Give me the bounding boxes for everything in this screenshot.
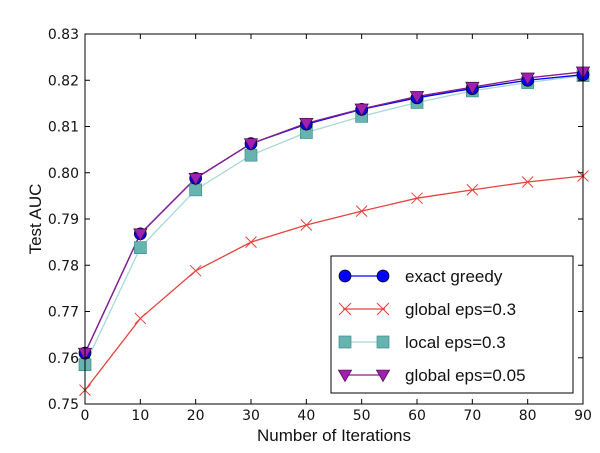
y-tick-label: 0.78	[48, 258, 79, 274]
series-3-point-4	[299, 117, 314, 131]
series-3-point-6	[409, 91, 425, 104]
y-tick-label: 0.77	[48, 305, 79, 321]
series-1-point-7	[466, 184, 479, 196]
y-tick-label: 0.75	[48, 397, 79, 413]
series-2-point-3	[244, 148, 258, 162]
x-axis-title: Number of Iterations	[257, 426, 411, 445]
series-1-point-4	[300, 219, 313, 231]
legend-label: local eps=0.3	[405, 333, 506, 352]
series-1-point-6	[411, 192, 423, 205]
legend-label: global eps=0.3	[405, 300, 516, 319]
legend-marker-2-b	[376, 335, 390, 349]
series-line-3	[84, 71, 584, 354]
series-1-point-1	[134, 312, 147, 325]
x-tick-label: 20	[187, 408, 205, 424]
y-tick-label: 0.76	[48, 351, 79, 367]
x-tick-label: 90	[574, 408, 592, 424]
series-1-point-5	[355, 205, 368, 217]
series-3-point-5	[354, 103, 369, 117]
series-1-point-3	[245, 236, 257, 248]
legend-marker-0-a	[338, 269, 352, 283]
series-1-point-8	[521, 176, 534, 188]
legend-marker-3-b	[375, 369, 391, 383]
x-tick-label: 40	[297, 408, 315, 424]
y-tick-label: 0.79	[48, 212, 79, 228]
legend-marker-2-a	[338, 335, 352, 349]
x-tick-label: 10	[131, 408, 149, 424]
series-3-point-3	[243, 138, 259, 151]
series-3-point-2	[188, 173, 203, 186]
x-tick-label: 80	[519, 408, 537, 424]
series-1-point-2	[189, 264, 202, 277]
legend-box	[330, 255, 574, 394]
x-tick-label: 30	[242, 408, 260, 424]
x-tick-label: 0	[81, 408, 90, 424]
series-3-point-1	[133, 228, 148, 242]
series-line-2	[84, 74, 584, 365]
legend-marker-3-a	[337, 369, 353, 383]
series-3-point-8	[520, 72, 535, 86]
legend-label: exact greedy	[405, 267, 503, 286]
x-tick-label: 50	[353, 408, 371, 424]
x-tick-label: 60	[408, 408, 426, 424]
series-3-point-7	[465, 81, 480, 95]
legend-marker-0-b	[376, 269, 390, 283]
y-tick-label: 0.81	[48, 120, 79, 136]
y-tick-label: 0.82	[48, 73, 79, 89]
legend-marker-1-a	[338, 302, 352, 316]
series-2-point-1	[133, 241, 147, 255]
legend-label: global eps=0.05	[405, 366, 526, 385]
series-line-1	[84, 175, 584, 391]
x-tick-label: 70	[463, 408, 481, 424]
legend-marker-1-b	[376, 302, 390, 316]
y-tick-label: 0.80	[48, 166, 79, 182]
series-2-point-2	[189, 183, 203, 197]
y-tick-label: 0.83	[48, 27, 79, 43]
y-axis-title: Test AUC	[26, 184, 45, 255]
